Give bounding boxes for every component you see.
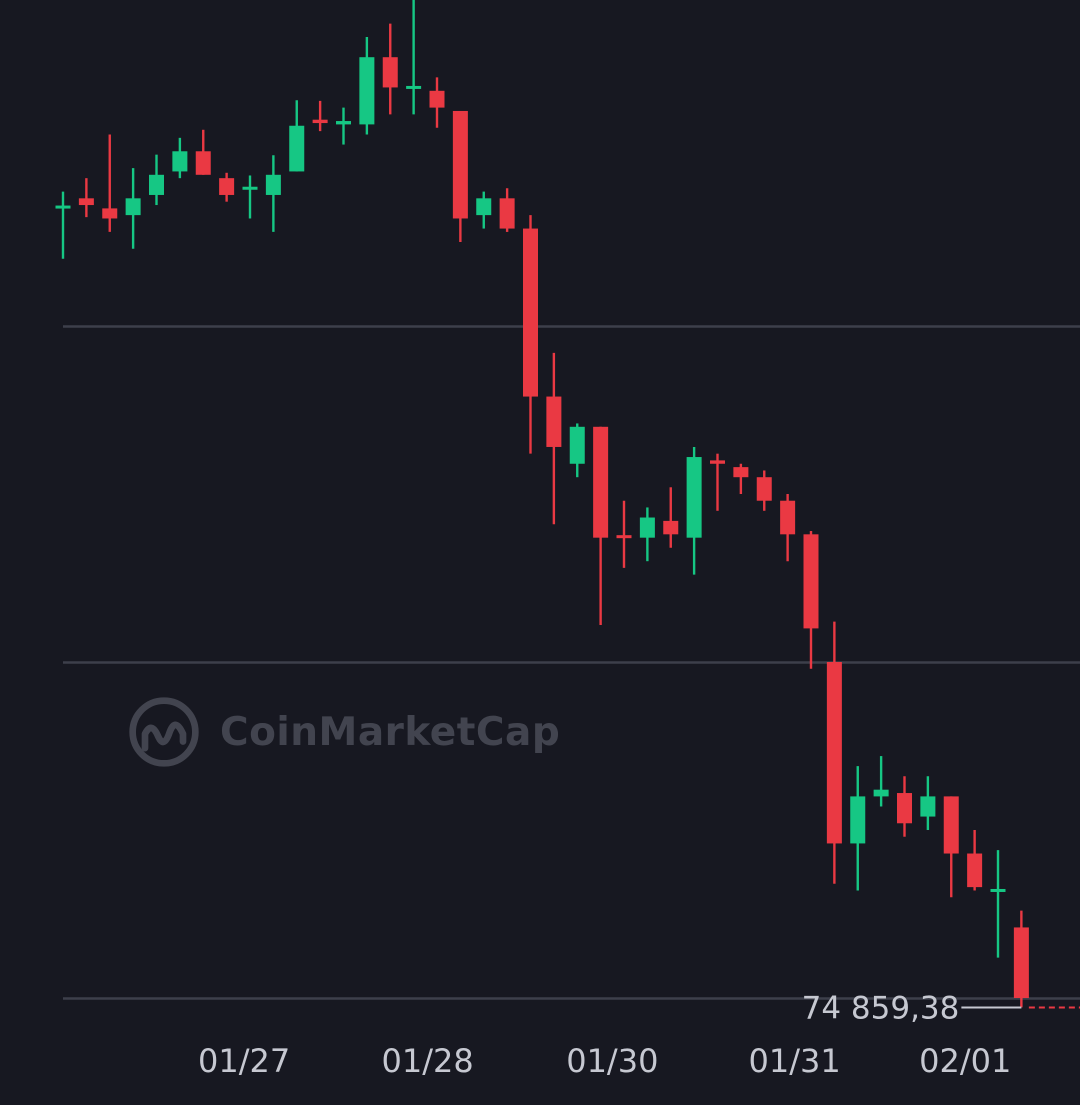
candle-body[interactable] (102, 208, 118, 219)
candle-body[interactable] (149, 174, 164, 195)
candle-body[interactable] (826, 662, 842, 844)
candle-body[interactable] (943, 796, 959, 854)
candle-body[interactable] (382, 57, 398, 88)
candle-body[interactable] (406, 85, 422, 89)
candle-body[interactable] (920, 796, 936, 817)
x-axis-tick-label: 01/30 (566, 1042, 658, 1080)
candle-body[interactable] (873, 789, 889, 797)
low-price-label: 74 859,38 (802, 990, 960, 1026)
candle-body[interactable] (219, 178, 235, 195)
candle-body[interactable] (616, 535, 632, 539)
candle-body[interactable] (336, 121, 351, 125)
candle-body[interactable] (289, 125, 305, 172)
candle-body[interactable] (967, 853, 983, 888)
candle-body[interactable] (499, 198, 515, 229)
candle-body[interactable] (546, 396, 562, 447)
watermark-text: CoinMarketCap (220, 709, 561, 755)
candle-body[interactable] (125, 198, 141, 216)
candle-body[interactable] (429, 90, 445, 108)
candle-body[interactable] (1013, 927, 1029, 998)
candle-body[interactable] (593, 426, 609, 538)
x-axis-tick-label: 01/31 (749, 1042, 841, 1080)
candle-body[interactable] (639, 517, 655, 538)
candle-body[interactable] (710, 460, 725, 464)
watermark: CoinMarketCap (126, 692, 560, 772)
candle-body[interactable] (569, 426, 585, 464)
x-axis-tick-label: 02/01 (919, 1042, 1011, 1080)
candle-body[interactable] (265, 174, 281, 195)
candle-body[interactable] (195, 151, 211, 175)
candle-body[interactable] (850, 796, 866, 844)
candle-body[interactable] (452, 110, 468, 219)
candle-body[interactable] (686, 457, 702, 538)
candle-body[interactable] (312, 119, 328, 124)
candle-body[interactable] (756, 477, 772, 501)
candle-body[interactable] (897, 793, 912, 824)
x-axis-tick-label: 01/27 (198, 1042, 290, 1080)
candle-body[interactable] (359, 57, 375, 125)
candle-body[interactable] (172, 151, 188, 172)
candle-body[interactable] (733, 467, 749, 478)
candle-body[interactable] (663, 520, 679, 535)
x-axis-tick-label: 01/28 (382, 1042, 474, 1080)
candle-body[interactable] (55, 205, 71, 209)
candle-body[interactable] (78, 198, 94, 206)
coinmarketcap-logo-icon (129, 697, 199, 767)
candle-body[interactable] (242, 186, 258, 190)
candle-body[interactable] (990, 888, 1006, 892)
candle-body[interactable] (803, 534, 819, 629)
candle-body[interactable] (780, 500, 796, 535)
candle-body[interactable] (476, 198, 492, 216)
candle-body[interactable] (523, 228, 538, 397)
